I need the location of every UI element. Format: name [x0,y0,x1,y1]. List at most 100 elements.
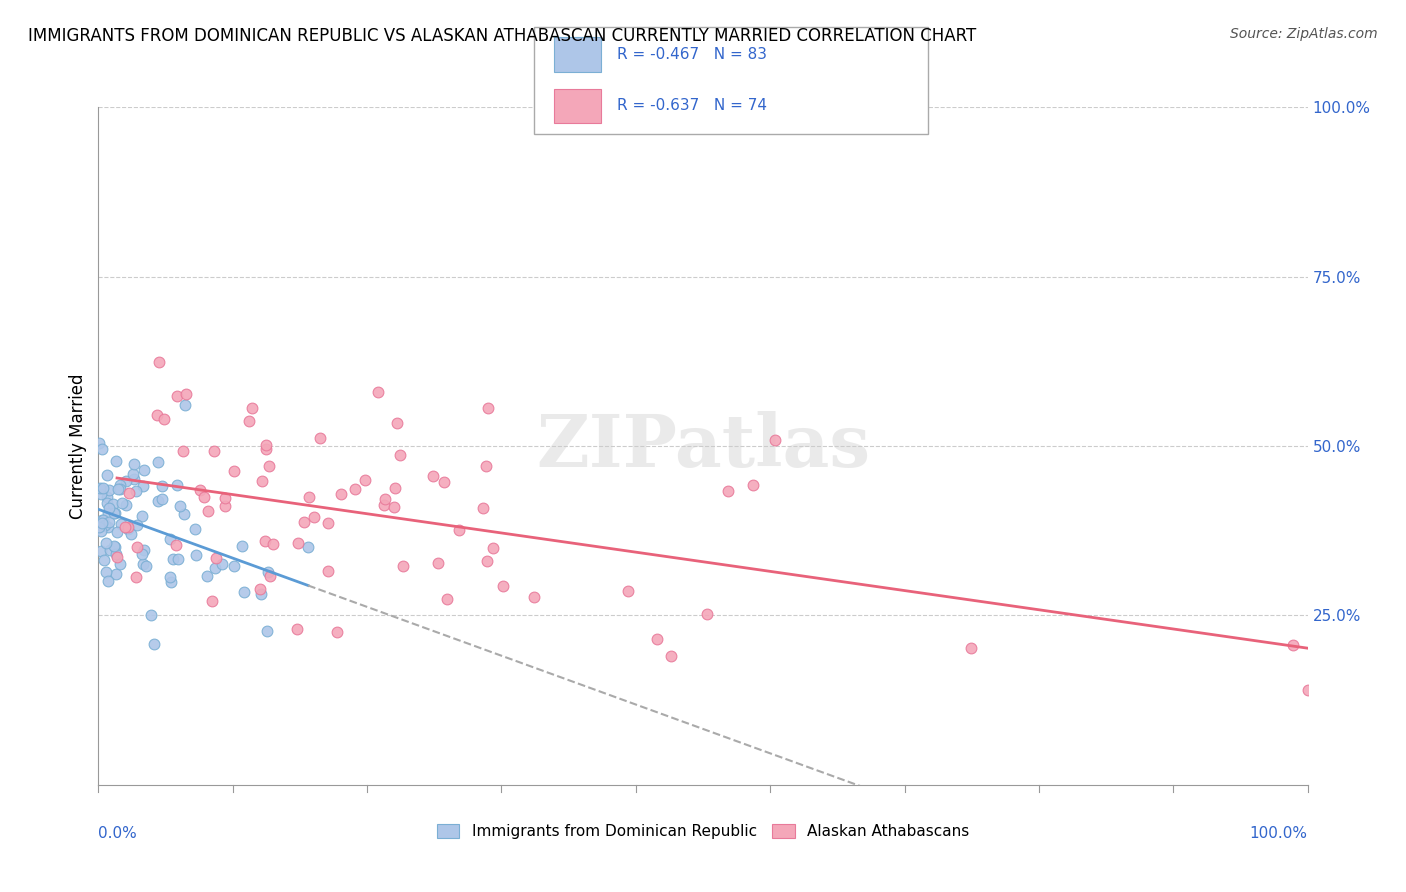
Point [200,594,222,608]
Bar [554,37,602,71]
Point [384,482,406,496]
Point [125,484,148,499]
Point [103,506,125,520]
Point [231,539,253,553]
Point [254,438,277,452]
Point [108,482,131,496]
Point [287,535,309,549]
FancyBboxPatch shape [534,27,928,134]
Point [717,484,740,499]
Point [382,500,405,514]
Point [205,550,228,565]
Point [959,640,981,655]
Point [257,459,280,474]
Point [132,479,155,493]
Point [391,558,413,573]
Point [114,474,136,488]
Point [135,559,157,574]
Point [104,566,127,581]
Point [90,513,112,527]
Point [107,482,129,496]
Point [87,519,110,533]
Point [98,515,121,529]
Point [250,474,273,488]
Point [174,386,197,401]
Point [316,516,339,530]
Bar [554,89,602,123]
Point [121,526,143,541]
Point [166,389,188,403]
Text: R = -0.637   N = 74: R = -0.637 N = 74 [617,98,766,113]
Text: Source: ZipAtlas.com: Source: ZipAtlas.com [1230,27,1378,41]
Point [763,433,786,447]
Text: ZIPatlas: ZIPatlas [536,410,870,482]
Point [385,417,408,431]
Point [482,541,505,555]
Text: 0.0%: 0.0% [98,826,138,840]
Point [104,540,127,554]
Point [93,553,115,567]
Point [105,550,128,565]
Point [257,565,280,579]
Point [616,583,638,598]
Point [367,384,389,399]
Point [104,453,127,467]
Point [152,412,174,426]
Point [253,534,276,549]
Point [184,548,207,562]
Point [103,539,125,553]
Point [222,558,245,573]
Point [131,558,153,572]
Point [233,585,256,599]
Point [162,552,184,566]
Point [118,486,141,500]
Point [645,632,668,646]
Point [523,590,546,604]
Point [91,516,114,530]
Point [165,538,187,552]
Point [659,648,682,663]
Point [214,491,236,505]
Point [172,443,194,458]
Point [91,481,114,495]
Point [304,510,326,524]
Point [98,483,121,497]
Point [117,520,139,534]
Point [436,591,458,606]
Point [477,401,499,415]
Point [492,578,515,592]
Point [254,442,277,457]
Text: IMMIGRANTS FROM DOMINICAN REPUBLIC VS ALASKAN ATHABASCAN CURRENTLY MARRIED CORRE: IMMIGRANTS FROM DOMINICAN REPUBLIC VS AL… [28,27,976,45]
Point [90,543,112,558]
Point [93,518,115,533]
Point [150,491,173,506]
Point [262,536,284,550]
Point [696,607,718,622]
Point [173,507,195,521]
Text: 100.0%: 100.0% [1250,826,1308,840]
Point [471,501,494,516]
Point [259,569,281,583]
Point [204,560,226,574]
Point [211,557,233,571]
Point [240,401,263,415]
Point [426,556,449,570]
Point [139,608,162,623]
Point [98,500,121,515]
Point [316,565,339,579]
Point [122,467,145,481]
Point [354,473,377,487]
Point [115,498,138,512]
Point [329,486,352,500]
Point [344,482,367,496]
Point [90,524,112,538]
Point [89,481,111,495]
Point [447,523,470,537]
Point [98,542,121,557]
Point [131,547,153,561]
Point [127,540,149,554]
Y-axis label: Currently Married: Currently Married [69,373,87,519]
Point [166,477,188,491]
Point [105,547,128,561]
Point [93,513,115,527]
